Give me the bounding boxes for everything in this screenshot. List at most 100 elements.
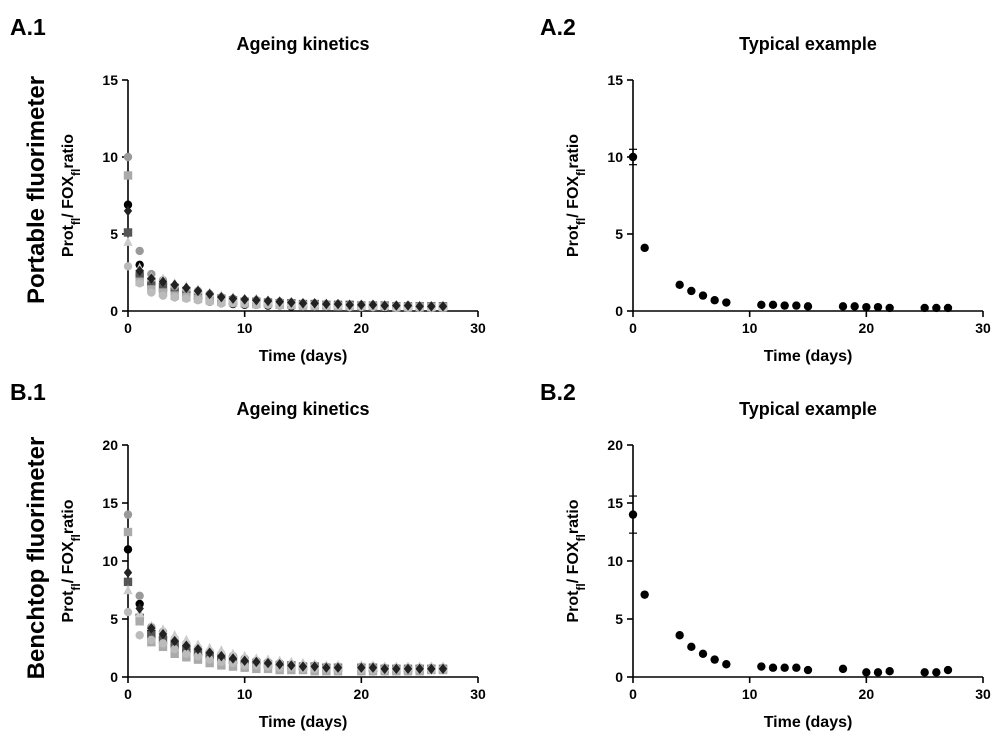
chart-title: Ageing kinetics	[236, 34, 369, 54]
y-axis-label-part: Prot	[60, 224, 77, 257]
data-point	[217, 291, 226, 303]
data-point	[768, 300, 778, 310]
data-point	[415, 301, 424, 312]
y-tick-label: 0	[110, 303, 118, 319]
data-point	[873, 302, 883, 312]
data-point	[792, 663, 801, 672]
y-axis-label-subscript: fl	[574, 583, 588, 590]
data-point	[803, 302, 813, 311]
x-tick-label: 10	[742, 686, 758, 702]
data-point	[135, 603, 144, 614]
series-7	[123, 205, 448, 312]
data-point	[943, 665, 953, 675]
y-tick-label: 15	[102, 495, 118, 511]
data-point	[123, 200, 133, 209]
data-point	[123, 510, 133, 519]
data-point	[862, 302, 871, 312]
data-point	[380, 663, 389, 675]
data-point	[322, 662, 331, 673]
data-point	[780, 301, 789, 310]
y-axis-label-subscript: fl	[69, 218, 83, 225]
data-point	[123, 607, 133, 617]
data-point	[147, 273, 156, 284]
data-point	[640, 243, 649, 253]
y-axis-label: Protfl/ FOXflratio	[60, 499, 83, 622]
data-point	[427, 301, 436, 312]
data-point	[287, 660, 296, 671]
data-point	[438, 301, 448, 312]
data-point	[147, 635, 156, 645]
data-point	[862, 668, 871, 677]
x-tick-label: 0	[629, 320, 637, 336]
data-point	[275, 659, 284, 670]
x-tick-label: 30	[975, 320, 991, 336]
data-point	[310, 298, 319, 309]
y-axis-label-part: Prot	[565, 590, 582, 623]
data-point	[415, 663, 424, 675]
y-axis-label-part: / FOX	[565, 176, 582, 218]
x-tick-label: 10	[237, 686, 253, 702]
data-point	[792, 301, 801, 310]
x-tick-label: 30	[470, 686, 486, 702]
panel-a2: A.2 Typical example 0 10 20 30 0 5 10 15 Time (day…	[540, 14, 991, 365]
series-7	[123, 567, 448, 675]
data-point	[838, 664, 848, 674]
chart-title: Typical example	[739, 34, 877, 54]
data-point	[216, 645, 227, 655]
y-axis-label-part: ratio	[60, 134, 77, 169]
panel-b2: B.2 Typical example 0 10 20 30 0 5 10 15 20 Time (d…	[540, 379, 991, 731]
x-tick-label: 30	[470, 320, 486, 336]
data-point	[193, 285, 203, 297]
data-point	[687, 642, 696, 652]
data-point	[123, 577, 133, 587]
data-point	[392, 300, 401, 311]
y-tick-label: 10	[607, 553, 623, 569]
y-axis-label: Protfl/ FOXflratio	[565, 499, 588, 622]
y-axis-label-subscript: fl	[69, 534, 83, 541]
data-point	[333, 662, 343, 673]
data-point	[885, 303, 894, 313]
data-point	[628, 152, 638, 162]
data-point	[193, 296, 203, 305]
data-point	[438, 663, 448, 675]
panel-b1: B.1 Ageing kinetics 0 10 20 30 0 5 10 15 20 Time (d…	[10, 379, 486, 731]
data-point	[357, 662, 366, 673]
data-point	[252, 295, 261, 306]
data-point	[170, 649, 179, 658]
data-point	[357, 299, 366, 311]
y-axis-label-subscript: fl	[574, 534, 588, 541]
data-point	[263, 657, 273, 669]
x-tick-label: 20	[859, 320, 875, 336]
x-tick-label: 0	[629, 686, 637, 702]
data-point	[710, 655, 719, 664]
data-point	[920, 303, 929, 313]
y-axis-label: Protfl/ FOXflratio	[60, 134, 83, 257]
data-point	[135, 265, 144, 277]
panel-label: A.1	[10, 14, 46, 40]
data-point	[182, 649, 191, 658]
data-point	[640, 590, 649, 599]
x-tick-label: 10	[237, 320, 253, 336]
data-point	[240, 294, 249, 305]
y-axis-label-part: / FOX	[60, 176, 77, 218]
x-axis-label: Time (days)	[764, 348, 853, 365]
data-point	[628, 510, 638, 519]
data-point	[803, 665, 813, 675]
y-tick-label: 5	[615, 226, 623, 242]
x-tick-label: 0	[124, 686, 132, 702]
data-point	[123, 152, 133, 162]
data-point	[217, 650, 226, 662]
data-point	[135, 591, 144, 600]
x-tick-label: 10	[742, 320, 758, 336]
data-point	[850, 302, 859, 311]
y-axis-label-part: ratio	[60, 499, 77, 534]
row-label-benchtop: Benchtop fluorimeter	[23, 437, 50, 680]
data-point	[123, 527, 133, 537]
data-point	[275, 296, 284, 307]
data-point	[768, 663, 778, 672]
panel-label: B.2	[540, 379, 576, 405]
data-point	[885, 667, 894, 676]
data-point	[205, 655, 214, 664]
y-tick-label: 10	[607, 149, 623, 165]
data-point	[757, 662, 766, 671]
